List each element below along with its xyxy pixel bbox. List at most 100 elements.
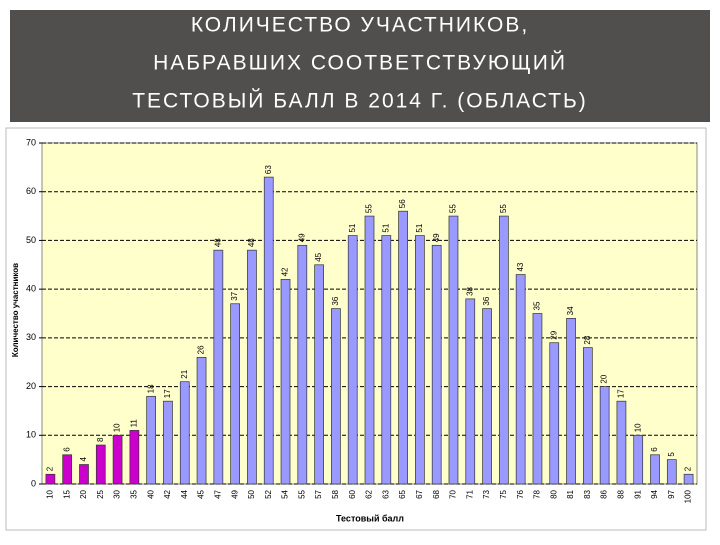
data-label: 36 — [482, 296, 491, 305]
x-tick-label: 15 — [62, 489, 71, 498]
x-tick-label: 20 — [79, 489, 88, 498]
bar — [499, 215, 509, 485]
x-tick-label: 86 — [600, 489, 609, 498]
x-tick-label: 40 — [146, 489, 155, 498]
data-label: 48 — [213, 238, 222, 247]
y-axis-label: Количество участников — [11, 263, 20, 357]
bar — [683, 473, 694, 485]
title-line: КОЛИЧЕСТВО УЧАСТНИКОВ, — [191, 14, 529, 37]
x-tick-label: 54 — [281, 489, 290, 498]
bar — [582, 347, 593, 485]
data-label: 51 — [348, 223, 357, 232]
data-label: 8 — [96, 437, 105, 442]
y-tick-label: 0 — [31, 478, 36, 488]
data-label: 6 — [62, 447, 71, 452]
x-tick-label: 44 — [180, 489, 189, 498]
x-tick-label: 49 — [230, 489, 239, 498]
data-label: 28 — [583, 335, 592, 344]
bar — [616, 400, 627, 485]
data-label: 48 — [247, 238, 256, 247]
bar — [79, 464, 89, 485]
bar — [515, 274, 526, 485]
data-label: 5 — [667, 452, 676, 457]
x-tick-label: 50 — [247, 489, 256, 498]
x-tick-label: 94 — [650, 489, 659, 498]
data-label: 36 — [331, 296, 340, 305]
bar — [297, 244, 308, 485]
bar — [482, 308, 492, 485]
bar — [95, 444, 106, 485]
bar — [549, 342, 560, 485]
x-tick-label: 81 — [566, 489, 575, 498]
x-tick-label: 88 — [617, 489, 626, 498]
x-tick-label: 60 — [348, 489, 357, 498]
data-label: 51 — [415, 223, 424, 232]
x-tick-label: 47 — [213, 489, 222, 498]
data-label: 17 — [617, 389, 626, 398]
data-label: 11 — [129, 419, 138, 428]
x-tick-label: 10 — [46, 489, 55, 498]
data-label: 6 — [650, 447, 659, 452]
data-label: 10 — [113, 423, 122, 432]
x-tick-label: 70 — [449, 489, 458, 498]
data-label: 37 — [230, 291, 239, 300]
bar — [179, 381, 190, 485]
x-tick-label: 71 — [465, 489, 474, 498]
bar — [633, 434, 644, 485]
bar — [129, 430, 140, 485]
x-tick-label: 25 — [96, 489, 105, 498]
bar — [247, 249, 257, 485]
x-tick-label: 83 — [583, 489, 592, 498]
x-tick-label: 91 — [633, 489, 642, 498]
data-label: 34 — [566, 306, 575, 315]
bar — [347, 235, 358, 485]
x-tick-label: 42 — [163, 489, 172, 498]
data-label: 49 — [297, 233, 306, 242]
data-label: 51 — [381, 223, 390, 232]
x-tick-label: 45 — [197, 489, 206, 498]
data-label: 2 — [46, 466, 55, 471]
data-label: 55 — [449, 204, 458, 213]
data-label: 38 — [465, 286, 474, 295]
bar — [448, 215, 459, 485]
x-tick-label: 52 — [264, 489, 273, 498]
bar — [314, 264, 324, 485]
x-tick-label: 80 — [549, 489, 558, 498]
bar — [465, 298, 476, 485]
bar — [566, 318, 576, 485]
data-label: 2 — [684, 466, 693, 471]
bar — [364, 215, 375, 485]
x-tick-label: 73 — [482, 489, 491, 498]
title-line: ТЕСТОВЫЙ БАЛЛ В 2014 Г. (ОБЛАСТЬ) — [132, 89, 588, 113]
bar — [666, 459, 677, 485]
bar — [280, 279, 291, 485]
x-tick-label: 78 — [533, 489, 542, 498]
bar — [230, 303, 240, 485]
x-tick-label: 65 — [398, 489, 407, 498]
y-tick-label: 50 — [26, 235, 36, 245]
bar — [431, 244, 442, 485]
bar — [599, 386, 610, 485]
y-tick-label: 40 — [26, 284, 36, 294]
data-label: 35 — [533, 301, 542, 310]
x-tick-label: 100 — [684, 489, 693, 503]
y-tick-label: 30 — [26, 332, 36, 342]
x-tick-label: 97 — [667, 489, 676, 498]
bar — [263, 176, 274, 485]
x-tick-label: 67 — [415, 489, 424, 498]
x-tick-label: 75 — [499, 489, 508, 498]
data-label: 4 — [79, 457, 88, 462]
x-tick-label: 58 — [331, 489, 340, 498]
y-tick-label: 60 — [26, 186, 36, 196]
bar — [112, 434, 123, 485]
data-label: 17 — [163, 389, 172, 398]
data-label: 49 — [432, 233, 441, 242]
bar — [398, 210, 408, 485]
bar — [415, 235, 425, 485]
x-tick-label: 57 — [314, 489, 323, 498]
data-label: 63 — [264, 165, 273, 174]
x-tick-label: 63 — [381, 489, 390, 498]
y-tick-label: 10 — [26, 430, 36, 440]
data-label: 45 — [314, 252, 323, 261]
